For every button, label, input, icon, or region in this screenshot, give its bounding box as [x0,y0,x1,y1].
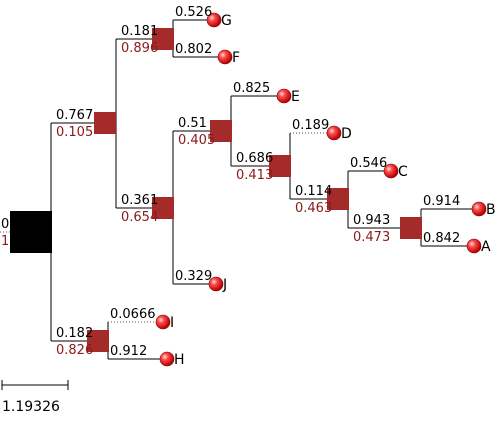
support-value-label: 0.826 [56,343,93,358]
support-value-label: 0.896 [121,41,158,56]
branch-length-label: 0.51 [178,116,207,131]
leaf-node-A [466,238,482,254]
scale-bar: 1.19326 [1,380,69,415]
internal-node-n1 [94,112,116,134]
leaf-node-J [208,276,224,292]
support-value-label: 0.413 [236,168,273,183]
leaf-node-D [326,125,342,141]
internal-node-n6 [327,188,349,210]
leaf-node-I [155,314,171,330]
tree-nodes [10,12,487,367]
leaf-name-label: I [170,315,174,331]
leaf-node-E [276,88,292,104]
support-value-label: 0.405 [178,133,215,148]
leaf-name-label: A [481,239,491,255]
tree-labels: 0.767 0.105 0.181 0.896 0.361 0.654 0.51 0.405 0… [1,5,496,368]
leaf-node-C [383,163,399,179]
root-branch-label: 0 [1,217,9,232]
branch-length-label: 0.842 [423,231,460,246]
tree-edges [0,19,472,360]
branch-length-label: 0.0666 [110,307,156,322]
leaf-name-label: H [174,352,185,368]
leaf-node-B [471,201,487,217]
root-support-label: 1 [1,234,9,249]
support-value-label: 0.105 [56,125,93,140]
branch-length-label: 0.329 [175,269,212,284]
leaf-name-label: D [341,126,352,142]
branch-length-label: 0.943 [353,213,390,228]
leaf-name-label: C [398,164,408,180]
leaf-name-label: F [232,50,240,66]
internal-node-n5 [269,155,291,177]
support-value-label: 0.473 [353,230,390,245]
branch-length-label: 0.767 [56,108,93,123]
support-value-label: 0.654 [121,210,158,225]
internal-node-n7 [400,217,422,239]
branch-length-label: 0.361 [121,193,158,208]
internal-node-n8 [87,330,109,352]
internal-node-n2 [152,28,174,50]
branch-length-label: 0.912 [110,344,147,359]
branch-length-label: 0.802 [175,42,212,57]
internal-node-n4 [210,120,232,142]
root-node [10,211,52,253]
support-value-label: 0.463 [295,201,332,216]
scale-bar-label: 1.19326 [2,399,60,415]
branch-length-label: 0.189 [292,118,329,133]
leaf-name-label: G [221,13,232,29]
branch-length-label: 0.546 [350,156,387,171]
leaf-node-G [206,12,222,28]
branch-length-label: 0.526 [175,5,212,20]
internal-node-n3 [152,197,174,219]
branch-length-label: 0.686 [236,151,273,166]
branch-length-label: 0.914 [423,194,460,209]
leaf-name-label: J [222,277,227,293]
leaf-node-F [217,49,233,65]
branch-length-label: 0.181 [121,24,158,39]
branch-length-label: 0.825 [233,81,270,96]
branch-length-label: 0.114 [295,184,332,199]
leaf-name-label: E [291,89,300,105]
leaf-node-H [159,351,175,367]
branch-length-label: 0.182 [56,326,93,341]
leaf-name-label: B [486,202,496,218]
